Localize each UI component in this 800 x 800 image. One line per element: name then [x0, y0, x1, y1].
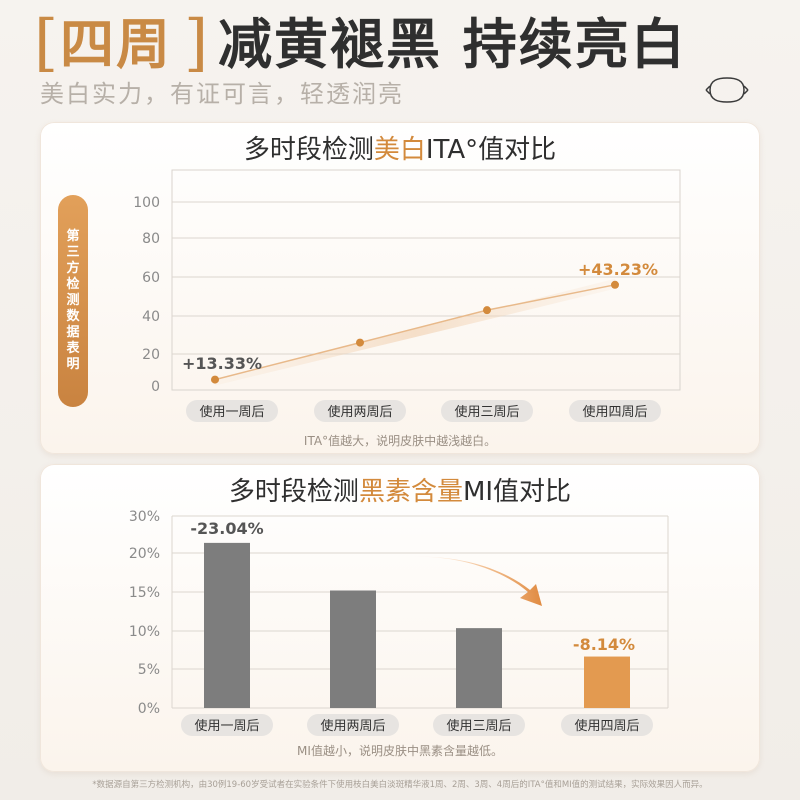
- ita-ytick-label: 60: [142, 270, 160, 286]
- mi-chart-note: MI值越小，说明皮肤中黑素含量越低。: [297, 744, 503, 758]
- ita-data-label: +43.23%: [578, 260, 658, 279]
- downward-trend-arrow-icon: [395, 556, 542, 606]
- mi-xtick-label: 使用一周后: [194, 718, 259, 734]
- ita-chart-note: ITA°值越大，说明皮肤中越浅越白。: [303, 434, 497, 448]
- mi-xtick-pill: [181, 714, 273, 736]
- ita-xtick-label: 使用三周后: [454, 404, 519, 420]
- ita-xtick-pill: [441, 400, 533, 422]
- mi-xtick-label: 使用四周后: [574, 718, 639, 734]
- ita-point: [356, 338, 364, 347]
- ita-ytick-label: 20: [142, 347, 160, 363]
- mi-ytick-label: 15%: [129, 585, 160, 601]
- ita-data-label: +13.33%: [182, 354, 262, 373]
- mi-ytick-label: 30%: [129, 509, 160, 525]
- mi-xtick-label: 使用两周后: [320, 718, 385, 734]
- title-bracket-open: [: [34, 6, 59, 79]
- ita-ytick-label: 100: [133, 195, 160, 211]
- mi-data-label: -8.14%: [573, 635, 635, 654]
- title-bracket-close: ]: [184, 6, 209, 79]
- mi-bar: [584, 656, 630, 708]
- mi-bar: [204, 542, 250, 708]
- mi-xtick-pill: [561, 714, 653, 736]
- mi-chart-title: 多时段检测黑素含量MI值对比: [228, 477, 572, 507]
- ita-xtick-label: 使用两周后: [327, 404, 392, 420]
- mi-bar: [330, 590, 376, 708]
- mi-data-label: -23.04%: [190, 519, 263, 538]
- ita-line-chart: 0 20 40 60 80 100 +13.33% +43.23% 使用一周后 使用两周后 使用三周…: [133, 169, 681, 422]
- ita-point: [483, 306, 491, 315]
- ita-ytick-label: 80: [142, 231, 160, 247]
- ita-point: [211, 375, 219, 384]
- mi-xtick-label: 使用三周后: [446, 718, 511, 734]
- mi-xtick-pill: [433, 714, 525, 736]
- ita-xtick-pill: [186, 400, 278, 422]
- third-party-data-pill: 第三方检测数据表明: [58, 195, 88, 407]
- page-subtitle: 美白实力，有证可言，轻透润亮: [40, 80, 404, 108]
- ita-series-line: [214, 284, 616, 381]
- ita-plot-frame: [171, 169, 681, 391]
- ita-ytick-label: 40: [142, 309, 160, 325]
- badge-outline-icon: [705, 77, 749, 103]
- ita-xtick-label: 使用四周后: [582, 404, 647, 420]
- page-title: 减黄褪黑 持续亮白: [218, 13, 687, 76]
- footnote: *数据源自第三方检测机构，由30例19-60岁受试者在实验条件下使用枝白美白淡斑…: [92, 780, 708, 790]
- ita-line-glow: [215, 278, 615, 386]
- mi-xtick-pill: [307, 714, 399, 736]
- mi-bar-chart: 0% 5% 10% 15% 20% 30% -23.04% -8.14% 使用一周后 使用两周后 使…: [129, 509, 669, 736]
- mi-bar: [456, 628, 502, 708]
- mi-ytick-label: 10%: [129, 624, 160, 640]
- mi-ytick-label: 5%: [138, 662, 160, 678]
- ita-point: [611, 280, 619, 289]
- ita-xtick-pill: [569, 400, 661, 422]
- ita-xtick-label: 使用一周后: [199, 404, 264, 420]
- ita-xtick-pill: [314, 400, 406, 422]
- mi-ytick-label: 20%: [129, 546, 160, 562]
- ita-chart-card: 多时段检测美白ITA°值对比: [40, 122, 760, 454]
- ita-ytick-label: 0: [151, 379, 160, 395]
- mi-ytick-label: 0%: [138, 701, 160, 717]
- title-lead: 四周: [60, 13, 172, 76]
- ita-chart-title: 多时段检测美白ITA°值对比: [243, 135, 557, 165]
